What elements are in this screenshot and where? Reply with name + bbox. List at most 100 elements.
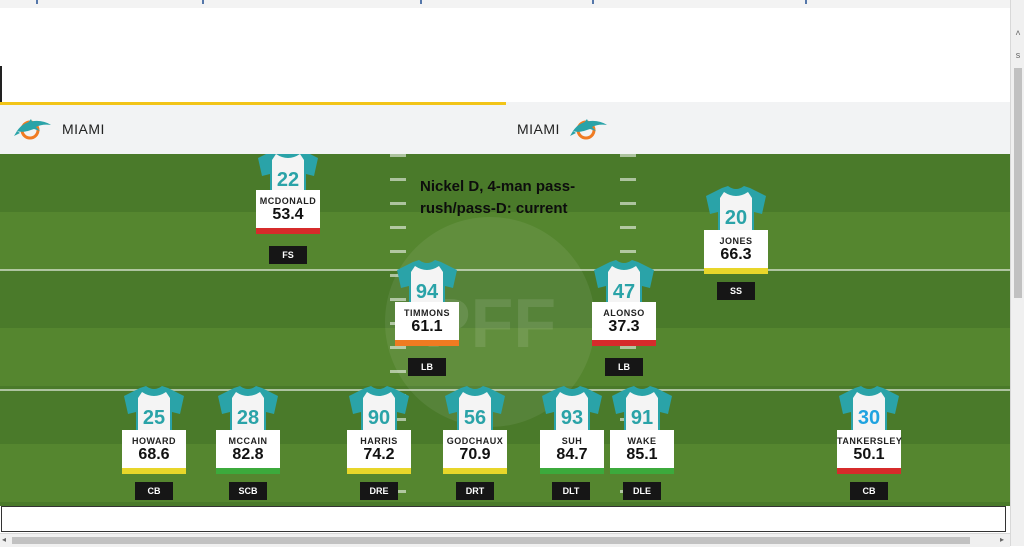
player-grade: 70.9 xyxy=(459,446,491,463)
player-name: MCCAIN xyxy=(228,436,268,446)
tab-marker xyxy=(36,0,38,4)
scheme-title-line: Nickel D, 4-man pass- xyxy=(420,178,576,195)
hash-mark xyxy=(390,418,406,421)
tab-marker xyxy=(420,0,422,4)
player-grade: 68.6 xyxy=(138,446,170,463)
player-grade: 53.4 xyxy=(272,206,304,223)
jersey-number: 47 xyxy=(613,281,635,303)
hash-mark xyxy=(620,226,636,229)
position-label: DRT xyxy=(456,482,494,500)
jersey-number: 56 xyxy=(464,407,486,429)
player-card[interactable]: HOWARD 68.6 xyxy=(122,430,186,474)
jersey-number: 25 xyxy=(143,407,165,429)
player-grade: 50.1 xyxy=(853,446,885,463)
jersey-number: 28 xyxy=(237,407,259,429)
jersey-icon: 56 xyxy=(445,386,505,432)
hash-mark xyxy=(390,346,406,349)
position-label: DRE xyxy=(360,482,398,500)
player-name: HOWARD xyxy=(132,436,176,446)
active-team-indicator xyxy=(0,102,506,105)
jersey-icon: 91 xyxy=(612,386,672,432)
player-card[interactable]: TANKERSLEY 50.1 xyxy=(837,430,903,474)
player-card[interactable]: WAKE 85.1 xyxy=(610,430,674,474)
scroll-label: s xyxy=(1015,50,1021,60)
content-blank-area xyxy=(0,8,1010,102)
vertical-scrollbar[interactable]: ˄ s xyxy=(1010,0,1024,546)
team-right[interactable]: MIAMI xyxy=(517,116,610,142)
jersey-number: 20 xyxy=(725,207,747,229)
tab-marker xyxy=(202,0,204,4)
jersey-icon: 25 xyxy=(124,386,184,432)
player-name: TIMMONS xyxy=(404,308,450,318)
scroll-right-icon[interactable]: ▸ xyxy=(1000,535,1005,544)
player-card[interactable]: TIMMONS 61.1 xyxy=(395,302,459,346)
player-card[interactable]: MCDONALD 53.4 xyxy=(256,190,320,234)
player-name: ALONSO xyxy=(603,308,645,318)
hash-mark xyxy=(620,178,636,181)
player-name: WAKE xyxy=(627,436,657,446)
player-card[interactable]: JONES 66.3 xyxy=(704,230,768,274)
player-card[interactable]: MCCAIN 82.8 xyxy=(216,430,280,474)
team-header: MIAMI MIAMI xyxy=(0,102,1010,154)
hash-mark xyxy=(390,490,406,493)
position-label: DLT xyxy=(552,482,590,500)
hash-mark xyxy=(390,154,406,157)
jersey-icon: 28 xyxy=(218,386,278,432)
hash-mark xyxy=(620,154,636,157)
scrollbar-thumb[interactable] xyxy=(12,537,970,544)
jersey-icon: 94 xyxy=(397,260,457,306)
team-name-right: MIAMI xyxy=(517,121,560,137)
player-card[interactable]: GODCHAUX 70.9 xyxy=(443,430,507,474)
hash-mark xyxy=(620,250,636,253)
player-name: MCDONALD xyxy=(259,196,317,206)
yard-line xyxy=(0,269,1010,271)
hash-mark xyxy=(390,274,406,277)
hash-mark xyxy=(390,298,406,301)
jersey-icon: 93 xyxy=(542,386,602,432)
hash-mark xyxy=(390,226,406,229)
bottom-panel xyxy=(1,506,1006,532)
position-label: SS xyxy=(717,282,755,300)
scrollbar-thumb[interactable] xyxy=(1014,68,1022,298)
scheme-title: Nickel D, 4-man pass- rush/pass-D: curre… xyxy=(420,176,630,220)
scheme-title-line: rush/pass-D: current xyxy=(420,200,568,217)
left-edge-line xyxy=(0,66,2,102)
player-grade: 85.1 xyxy=(626,446,658,463)
jersey-icon: 47 xyxy=(594,260,654,306)
scroll-up-icon[interactable]: ˄ xyxy=(1015,28,1021,38)
position-label: DLE xyxy=(623,482,661,500)
dolphin-logo-icon xyxy=(569,119,607,140)
jersey-icon: 22 xyxy=(258,154,318,194)
dolphin-logo-icon xyxy=(14,119,51,140)
jersey-number: 91 xyxy=(631,407,653,429)
player-grade: 66.3 xyxy=(720,246,752,263)
player-grade: 82.8 xyxy=(232,446,264,463)
team-name-left: MIAMI xyxy=(62,121,105,137)
player-grade: 61.1 xyxy=(411,318,443,335)
player-name: TANKERSLEY xyxy=(837,436,903,446)
jersey-number: 93 xyxy=(561,407,583,429)
player-card[interactable]: ALONSO 37.3 xyxy=(592,302,656,346)
tab-marker xyxy=(592,0,594,4)
player-name: HARRIS xyxy=(360,436,398,446)
yard-line xyxy=(0,389,1010,391)
hash-mark xyxy=(390,250,406,253)
football-field: PFF Nickel D, 4-man pass- rush/pass-D: c… xyxy=(0,154,1010,506)
hash-mark xyxy=(620,346,636,349)
jersey-number: 22 xyxy=(277,169,299,191)
horizontal-scrollbar[interactable]: ◂ ▸ xyxy=(0,533,1010,547)
hash-mark xyxy=(620,202,636,205)
hash-mark xyxy=(390,370,406,373)
position-label: CB xyxy=(135,482,173,500)
player-card[interactable]: HARRIS 74.2 xyxy=(347,430,411,474)
player-grade: 74.2 xyxy=(363,446,395,463)
player-name: GODCHAUX xyxy=(446,436,504,446)
team-left[interactable]: MIAMI xyxy=(14,116,105,142)
hash-mark xyxy=(390,178,406,181)
player-grade: 37.3 xyxy=(608,318,640,335)
jersey-icon: 30 xyxy=(839,386,899,432)
position-label: LB xyxy=(605,358,643,376)
scroll-left-icon[interactable]: ◂ xyxy=(2,535,7,544)
position-label: FS xyxy=(269,246,307,264)
player-card[interactable]: SUH 84.7 xyxy=(540,430,604,474)
